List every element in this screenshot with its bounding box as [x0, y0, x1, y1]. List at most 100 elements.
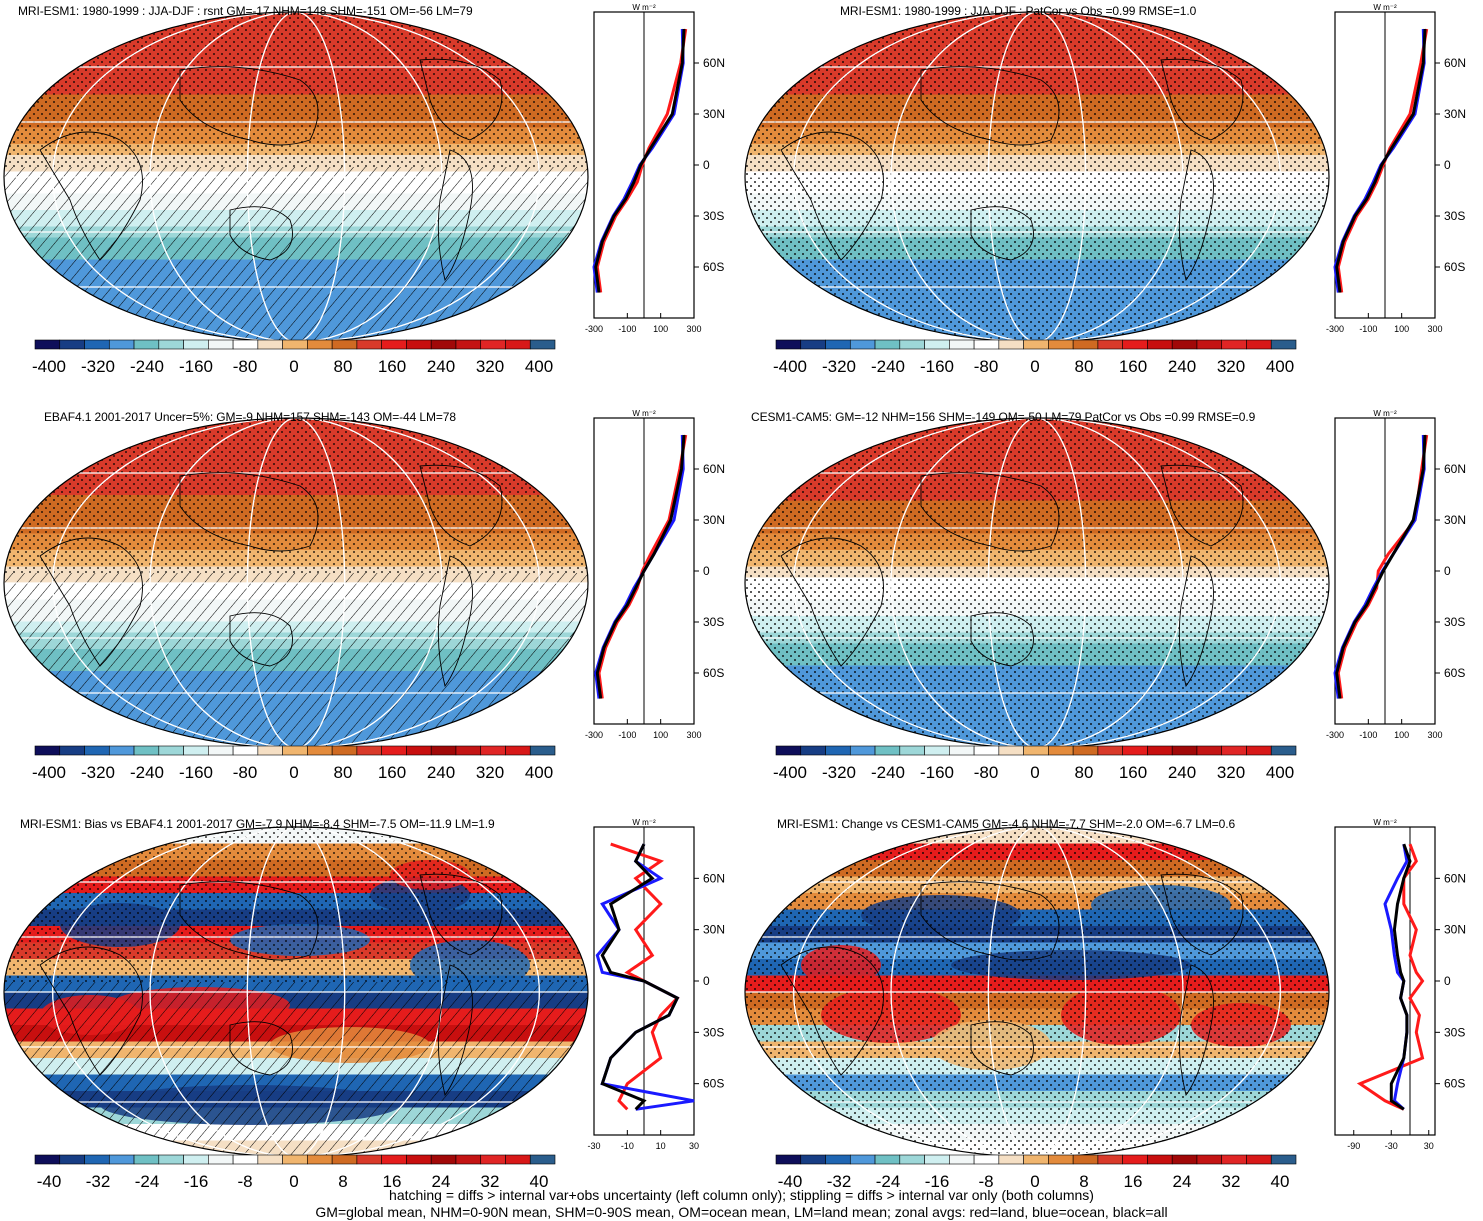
colorbar-swatch: [1048, 745, 1074, 756]
colorbar-swatch: [1023, 1154, 1049, 1165]
panel-ebaf: EBAF4.1 2001-2017 Uncer=5%: GM=-9 NHM=15…: [0, 406, 741, 806]
colorbar-label: 320: [476, 357, 504, 376]
colorbar-swatch: [34, 745, 61, 756]
x-tick-label: -300: [1326, 730, 1344, 740]
lat-label: 60S: [703, 1077, 724, 1091]
x-tick-label: 100: [1394, 730, 1409, 740]
colorbar-label: 40: [1271, 1172, 1290, 1191]
colorbar-swatch: [455, 745, 482, 756]
colorbar-swatch: [1270, 1154, 1297, 1165]
colorbar-label: 8: [338, 1172, 347, 1191]
colorbar-swatch: [158, 745, 184, 756]
lat-label: 60N: [703, 871, 725, 885]
colorbar-swatch: [899, 339, 925, 350]
colorbar-swatch: [800, 1154, 826, 1165]
colorbar-swatch: [1171, 745, 1198, 756]
colorbar-swatch: [998, 745, 1024, 756]
colorbar-label: 0: [289, 357, 298, 376]
colorbar: -400 -320 -240 -160 -80 0 80 160 240 320 400: [32, 745, 556, 782]
x-tick-label: -10: [621, 1141, 634, 1151]
colorbar-swatch: [232, 1154, 259, 1165]
colorbar-label: 160: [1119, 763, 1147, 782]
continent-outline: [970, 612, 1034, 667]
colorbar-label: -240: [130, 357, 164, 376]
colorbar-swatch: [307, 745, 333, 756]
colorbar-label: 80: [1075, 357, 1094, 376]
colorbar-swatch: [1221, 339, 1247, 350]
colorbar-label: 8: [1079, 1172, 1088, 1191]
colorbar-swatch: [1097, 745, 1123, 756]
colorbar-swatch: [381, 745, 407, 756]
x-tick-label: -300: [585, 324, 603, 334]
colorbar-swatch: [430, 745, 457, 756]
lat-label: 0: [703, 564, 710, 578]
colorbar-label: 80: [334, 763, 353, 782]
x-tick-label: 100: [653, 730, 668, 740]
zonal-all-line: [1389, 843, 1412, 1111]
colorbar-swatch: [59, 339, 85, 350]
continent-outline: [179, 66, 319, 146]
zonal-mean-plot: W m⁻² 60N 30N 0 30S 60S -30 -10 10 30: [587, 818, 725, 1151]
colorbar-swatch: [1221, 745, 1247, 756]
colorbar-label: -40: [37, 1172, 62, 1191]
colorbar-swatch: [924, 339, 950, 350]
lat-label: 60S: [703, 260, 724, 274]
continent-outline: [229, 1021, 293, 1076]
colorbar-swatch: [998, 1154, 1024, 1165]
zonal-all-line: [594, 28, 686, 293]
colorbar-label: -80: [233, 357, 258, 376]
colorbar-swatch: [825, 339, 851, 350]
panel-mri-patcor: MRI-ESM1: 1980-1999 : JJA-DJF : PatCor v…: [741, 0, 1483, 400]
colorbar-label: -400: [773, 763, 807, 782]
colorbar-label: -40: [778, 1172, 803, 1191]
colorbar-label: -16: [184, 1172, 209, 1191]
colorbar-swatch: [775, 1154, 802, 1165]
colorbar-swatch: [133, 745, 160, 756]
map-field: [4, 827, 588, 1157]
colorbar-swatch: [208, 339, 234, 350]
colorbar-label: 0: [1030, 1172, 1039, 1191]
lat-label: 60N: [1444, 871, 1466, 885]
lat-label: 60S: [1444, 666, 1465, 680]
colorbar-swatch: [455, 1154, 482, 1165]
lat-label: 30S: [703, 1025, 724, 1039]
colorbar-swatch: [455, 339, 482, 350]
unit-label: W m⁻²: [632, 818, 656, 827]
continent-outline: [970, 1021, 1034, 1076]
colorbar-label: -8: [237, 1172, 252, 1191]
colorbar-swatch: [874, 1154, 901, 1165]
zonal-all-line: [600, 843, 680, 1111]
unit-label: W m⁻²: [1373, 409, 1397, 418]
colorbar-label: -400: [32, 357, 66, 376]
colorbar-label: -160: [179, 763, 213, 782]
map-field: [4, 12, 588, 342]
x-tick-label: 10: [656, 1141, 666, 1151]
x-tick-label: -30: [587, 1141, 600, 1151]
lat-label: 60S: [1444, 260, 1465, 274]
colorbar-swatch: [899, 1154, 925, 1165]
continent-outline: [39, 131, 143, 261]
colorbar-label: -400: [32, 763, 66, 782]
colorbar-swatch: [1122, 1154, 1148, 1165]
colorbar-swatch: [1072, 339, 1099, 350]
colorbar-swatch: [282, 745, 308, 756]
zonal-mean-plot: W m⁻² 60N 30N 0 30S 60S -300 -100 100 300: [585, 3, 725, 334]
panel-mri-1980-1999: MRI-ESM1: 1980-1999 : JJA-DJF : rsnt GM=…: [0, 0, 741, 400]
lat-label: 0: [1444, 564, 1451, 578]
lat-label: 60N: [703, 56, 725, 70]
colorbar-label: 24: [1173, 1172, 1192, 1191]
colorbar-swatch: [307, 1154, 333, 1165]
colorbar-swatch: [849, 1154, 876, 1165]
colorbar-swatch: [480, 1154, 506, 1165]
colorbar-label: -320: [822, 357, 856, 376]
colorbar-label: 40: [530, 1172, 549, 1191]
panel-title: MRI-ESM1: Bias vs EBAF4.1 2001-2017 GM=-…: [20, 817, 495, 831]
colorbar-swatch: [1147, 1154, 1173, 1165]
continent-outline: [920, 66, 1060, 146]
colorbar: -40 -32 -24 -16 -8 0 8 16 24 32 40: [775, 1154, 1297, 1191]
colorbar-label: 320: [1217, 357, 1245, 376]
continent-outline: [229, 206, 293, 261]
zonal-mean-plot: W m⁻² 60N 30N 0 30S 60S -300 -100 100 300: [1326, 409, 1466, 740]
colorbar-swatch: [825, 1154, 851, 1165]
lat-label: 60S: [703, 666, 724, 680]
